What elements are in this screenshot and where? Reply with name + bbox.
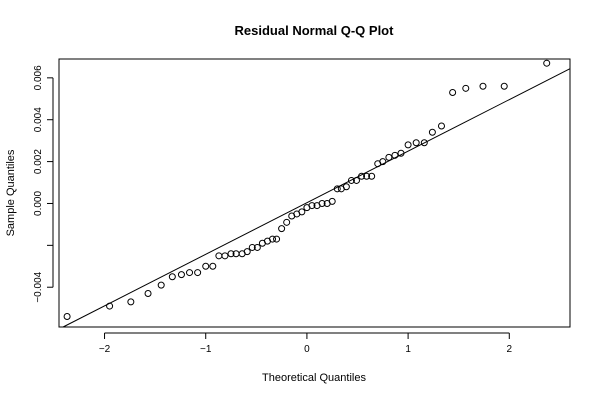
x-axis-label: Theoretical Quantiles — [262, 372, 366, 384]
qq-point — [168, 273, 176, 281]
qq-point — [127, 298, 135, 306]
qq-point — [248, 243, 256, 251]
qq-point — [269, 235, 277, 243]
x-tick-label: 0 — [304, 344, 310, 355]
qq-point — [157, 281, 165, 289]
y-tick-label: −0.004 — [33, 271, 44, 302]
plot-frame — [58, 58, 571, 328]
qq-point — [308, 202, 316, 210]
qq-point — [328, 197, 336, 205]
y-tick-label: 0.004 — [33, 107, 44, 132]
x-tick-label: 2 — [507, 344, 513, 355]
qq-point — [298, 208, 306, 216]
qq-point — [428, 128, 436, 136]
qq-point — [347, 176, 355, 184]
y-tick-label: 0.002 — [33, 149, 44, 174]
qq-point — [278, 225, 286, 233]
reference-line-group — [62, 68, 571, 328]
x-tick-label: −2 — [99, 344, 111, 355]
y-tick-label: 0.006 — [33, 65, 44, 90]
qq-point — [318, 199, 326, 207]
qq-point — [202, 262, 210, 270]
qq-point — [243, 248, 251, 256]
qq-point — [479, 82, 487, 90]
qq-point — [177, 271, 185, 279]
qq-point — [283, 218, 291, 226]
qq-point — [449, 89, 457, 96]
qq-point — [194, 269, 202, 277]
qq-point — [500, 82, 508, 90]
reference-line — [62, 68, 571, 328]
qq-point — [404, 141, 412, 149]
qq-point — [273, 235, 281, 243]
qq-point — [63, 313, 71, 321]
qq-point — [363, 172, 371, 180]
y-tick-label: 0.000 — [33, 191, 44, 216]
qq-point — [144, 290, 152, 297]
qq-point — [420, 139, 428, 147]
qq-point — [253, 243, 261, 251]
qq-point — [227, 250, 235, 258]
y-axis: −0.004 0.000 0.002 0.004 0.006 — [33, 65, 54, 303]
x-tick-label: −1 — [200, 344, 212, 355]
data-points — [63, 59, 551, 321]
qq-point — [437, 122, 445, 130]
qq-point — [186, 269, 194, 277]
x-axis: −2 −1 0 1 2 — [99, 332, 513, 355]
y-axis-label: Sample Quantiles — [5, 149, 17, 236]
qq-point — [209, 262, 217, 270]
qq-point — [221, 252, 229, 260]
qq-point — [215, 252, 223, 260]
qq-point — [385, 153, 393, 161]
chart-title: Residual Normal Q-Q Plot — [235, 23, 395, 38]
qq-point — [543, 59, 551, 67]
x-tick-label: 1 — [405, 344, 411, 355]
qq-point — [368, 172, 376, 180]
qq-point — [342, 183, 350, 191]
qq-point — [412, 139, 420, 147]
qq-point — [462, 84, 470, 92]
